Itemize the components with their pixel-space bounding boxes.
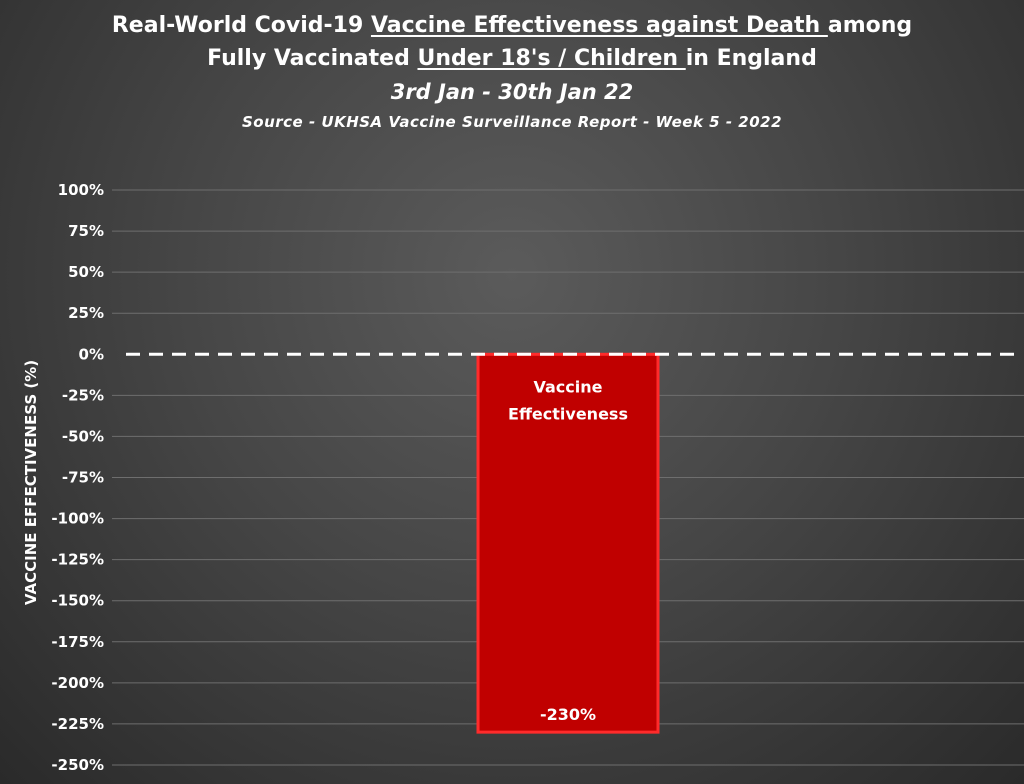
y-tick-label: -25% (62, 386, 104, 404)
chart-title-line-1: Real-World Covid-19 Vaccine Effectivenes… (0, 12, 1024, 40)
title-line-1-suffix: among (827, 13, 913, 38)
y-tick-label: -125% (51, 551, 104, 569)
bar-vaccine-effectiveness (476, 352, 660, 734)
y-tick-label: -250% (51, 756, 104, 774)
y-tick-label: 50% (68, 263, 104, 281)
title-line-2-prefix: Fully Vaccinated (207, 46, 418, 71)
y-tick-label: 25% (68, 304, 104, 322)
y-tick-label: -175% (51, 633, 104, 651)
bar-category-label: Vaccine (534, 377, 603, 396)
y-axis-ticks: 100% 75% 50% 25% 0% -25% -50% -75% -100% -125% -15… (51, 181, 104, 774)
y-tick-label: -150% (51, 592, 104, 610)
bar-category-label: Effectiveness (508, 404, 628, 423)
y-tick-label: -75% (62, 469, 104, 487)
y-tick-label: 75% (68, 222, 104, 240)
y-tick-label: -50% (62, 427, 104, 445)
title-line-2-underlined: Under 18's / Children (417, 46, 686, 71)
y-tick-label: 100% (58, 181, 104, 199)
y-tick-label: 0% (79, 345, 104, 363)
title-line-1-underlined: Vaccine Effectiveness against Death (370, 13, 828, 38)
y-tick-label: -100% (51, 510, 104, 528)
chart-subtitle: 3rd Jan - 30th Jan 22 (390, 80, 634, 104)
title-line-2-suffix: in England (685, 46, 817, 71)
chart-source: Source - UKHSA Vaccine Surveillance Repo… (241, 113, 783, 131)
y-tick-label: -200% (51, 674, 104, 692)
y-tick-label: -225% (51, 715, 104, 733)
y-axis-label: VACCINE EFFECTIVENESS (%) (22, 360, 40, 605)
bar-value-label: -230% (540, 705, 596, 724)
bars: Vaccine Effectiveness -230% (476, 352, 660, 734)
chart-title-line-2: Fully Vaccinated Under 18's / Children i… (0, 45, 1024, 73)
title-line-1-prefix: Real-World Covid-19 (111, 13, 371, 38)
